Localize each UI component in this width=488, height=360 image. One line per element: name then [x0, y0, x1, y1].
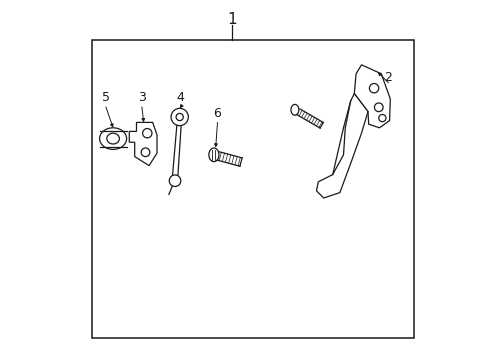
- Circle shape: [176, 113, 183, 121]
- Polygon shape: [129, 122, 157, 166]
- Text: 6: 6: [213, 107, 221, 120]
- Polygon shape: [316, 94, 367, 198]
- Ellipse shape: [100, 128, 126, 149]
- Circle shape: [141, 148, 149, 157]
- Text: 1: 1: [226, 12, 236, 27]
- Circle shape: [142, 129, 152, 138]
- Circle shape: [169, 175, 181, 186]
- Text: 3: 3: [138, 91, 145, 104]
- Circle shape: [378, 114, 385, 122]
- Bar: [91, 40, 413, 338]
- Circle shape: [171, 108, 188, 126]
- Circle shape: [374, 103, 382, 112]
- Ellipse shape: [208, 148, 219, 162]
- Text: 4: 4: [177, 91, 184, 104]
- Text: 5: 5: [102, 91, 110, 104]
- Polygon shape: [354, 65, 389, 128]
- Text: 2: 2: [384, 71, 392, 84]
- Ellipse shape: [290, 104, 298, 115]
- Ellipse shape: [106, 133, 119, 144]
- Circle shape: [368, 84, 378, 93]
